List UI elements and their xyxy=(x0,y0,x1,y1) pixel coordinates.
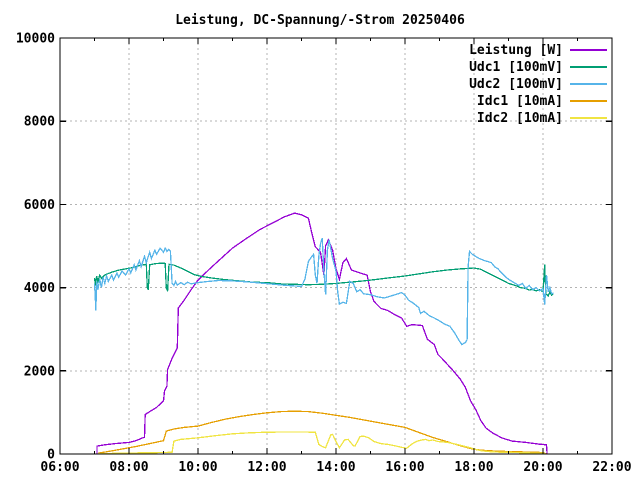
x-axis-labels: 06:00 08:00 10:00 12:00 14:00 16:00 18:00 20:00… xyxy=(40,460,631,475)
y-tick-label: 8000 xyxy=(24,115,55,130)
grid-lines xyxy=(60,38,612,454)
x-tick-label: 16:00 xyxy=(385,460,424,475)
legend-label: Leistung [W] xyxy=(469,43,563,58)
x-tick-label: 18:00 xyxy=(454,460,493,475)
axis-ticks xyxy=(59,37,613,455)
chart-title: Leistung, DC-Spannung/-Strom 20250406 xyxy=(175,13,465,28)
x-tick-label: 10:00 xyxy=(178,460,217,475)
legend-entry: Idc2 [10mA] xyxy=(477,111,607,126)
legend-label: Idc2 [10mA] xyxy=(477,111,563,126)
y-tick-label: 6000 xyxy=(24,198,55,213)
legend-label: Udc1 [100mV] xyxy=(469,60,563,75)
y-tick-label: 0 xyxy=(47,448,55,463)
legend-entry: Idc1 [10mA] xyxy=(477,94,607,109)
series-leistung xyxy=(96,212,548,455)
y-tick-label: 2000 xyxy=(24,364,55,379)
legend-label: Idc1 [10mA] xyxy=(477,94,563,109)
legend-entry: Udc1 [100mV] xyxy=(469,60,607,75)
y-axis-labels: 0 2000 4000 6000 8000 10000 xyxy=(16,32,55,463)
y-tick-label: 4000 xyxy=(24,281,55,296)
x-tick-label: 20:00 xyxy=(523,460,562,475)
series-udc2 xyxy=(93,237,554,346)
y-tick-label: 10000 xyxy=(16,32,55,47)
legend-entry: Leistung [W] xyxy=(469,43,607,58)
x-tick-label: 06:00 xyxy=(40,460,79,475)
series-idc2 xyxy=(97,431,547,455)
x-tick-label: 12:00 xyxy=(247,460,286,475)
legend: Leistung [W] Udc1 [100mV] Udc2 [100mV] Idc1… xyxy=(469,43,607,126)
x-tick-label: 14:00 xyxy=(316,460,355,475)
legend-label: Udc2 [100mV] xyxy=(469,77,563,92)
x-tick-label: 22:00 xyxy=(592,460,631,475)
legend-entry: Udc2 [100mV] xyxy=(469,77,607,92)
data-series xyxy=(93,212,554,455)
x-tick-label: 08:00 xyxy=(109,460,148,475)
